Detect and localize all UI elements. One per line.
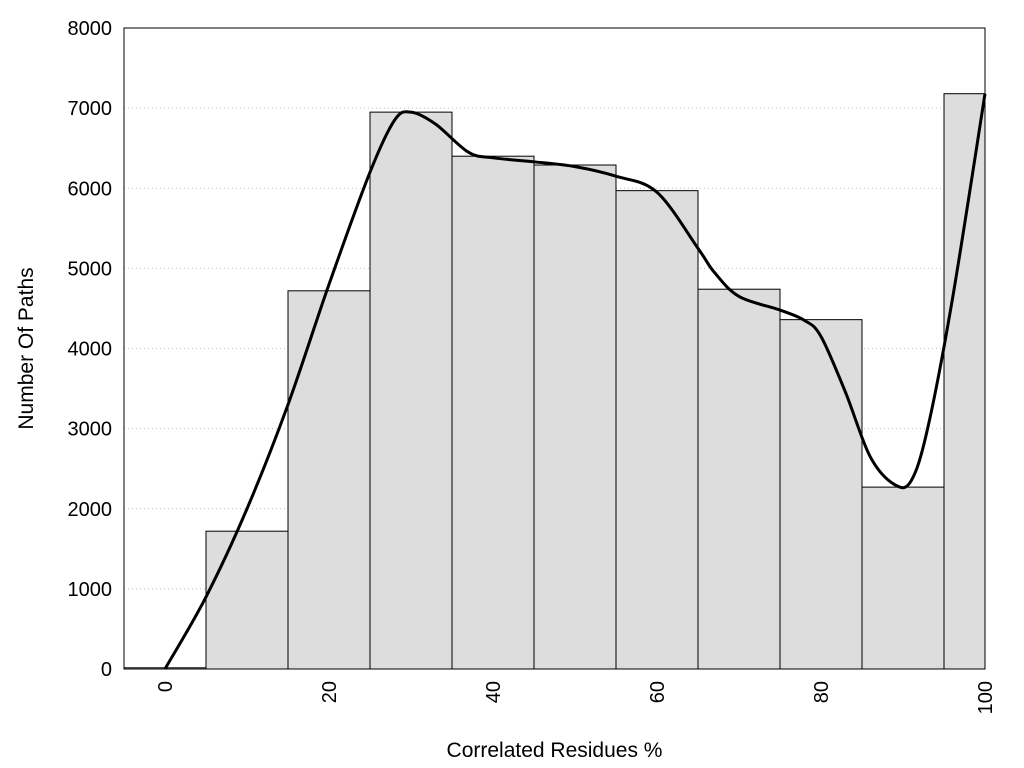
bar: [287, 290, 371, 670]
x-tick-label: 60: [647, 681, 669, 703]
bar: [615, 190, 699, 670]
bar: [861, 486, 945, 670]
y-axis-label: Number Of Paths: [15, 267, 38, 429]
y-tick-label: 1000: [68, 579, 113, 601]
plot-frame: [123, 27, 986, 670]
x-tick-label: 0: [155, 681, 177, 692]
y-tick-label: 4000: [68, 339, 113, 361]
x-axis-label: Correlated Residues %: [447, 739, 663, 762]
bar: [451, 155, 535, 670]
y-tick-label: 2000: [68, 499, 113, 521]
x-tick-label: 20: [319, 681, 341, 703]
y-tick-label: 7000: [68, 98, 113, 120]
bar: [369, 111, 453, 670]
x-tick-label: 40: [483, 681, 505, 703]
bar: [779, 319, 863, 670]
y-tick-label: 3000: [68, 419, 113, 441]
y-tick-label: 5000: [68, 258, 113, 280]
x-tick-label: 100: [975, 681, 997, 714]
bars: [123, 93, 986, 670]
bar: [697, 288, 781, 670]
smoothed-curve: [163, 93, 987, 670]
x-axis-ticks: 0 20 40 60 80 100: [155, 681, 997, 714]
bar: [205, 530, 289, 670]
y-tick-label: 6000: [68, 178, 113, 200]
y-tick-label: 8000: [68, 18, 113, 40]
bar: [943, 93, 986, 670]
x-tick-label: 80: [811, 681, 833, 703]
bar: [533, 164, 617, 670]
y-axis-ticks: 0 1000 2000 3000 4000 5000 6000 7000 8000: [68, 18, 113, 681]
y-tick-label: 0: [101, 659, 112, 681]
